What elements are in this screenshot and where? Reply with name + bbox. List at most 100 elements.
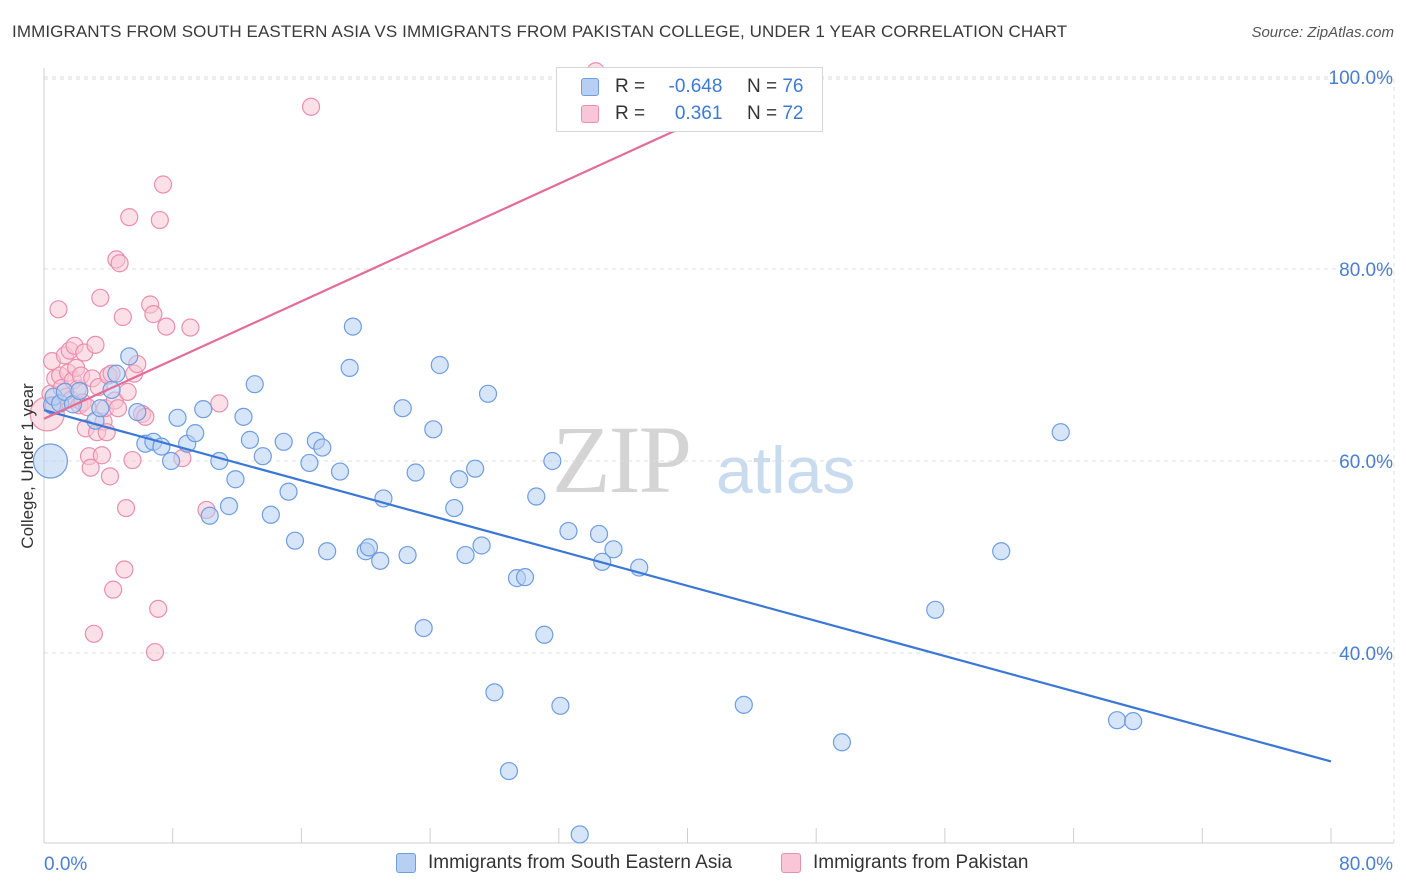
blue-point (589, 524, 609, 544)
blue-point (406, 463, 425, 482)
pink-point (120, 208, 139, 227)
pink-point (210, 394, 229, 413)
blue-point (91, 399, 110, 418)
pink-point (92, 446, 112, 465)
y-axis-label: College, Under 1 year (18, 383, 37, 549)
pink-point (181, 318, 200, 337)
blue-point (279, 482, 298, 501)
blue-point (393, 399, 412, 418)
legend-label-blue: Immigrants from South Eastern Asia (428, 852, 733, 873)
pink-point (113, 307, 132, 327)
trend-line-blue (43, 409, 1332, 763)
correlation-stats-box: R = -0.648 N = 76 R = 0.361 N = 72 (556, 67, 823, 132)
blue-point (32, 443, 69, 479)
blue-point (210, 451, 229, 471)
blue-point (485, 683, 504, 702)
y-tick-label: 60.0% (1339, 452, 1393, 473)
x-tick-label-end: 80.0% (1339, 854, 1393, 875)
pink-point (157, 317, 176, 336)
pink-point (144, 305, 163, 324)
blue-point (515, 568, 535, 587)
blue-point (234, 407, 253, 426)
r-value-blue: -0.648 (668, 76, 723, 97)
blue-swatch (581, 78, 599, 96)
blue-point (245, 375, 264, 394)
blue-point (261, 505, 280, 524)
blue-point (926, 600, 945, 619)
blue-point (343, 317, 362, 336)
pink-point (49, 300, 68, 319)
n-label: N = (746, 103, 778, 124)
pink-point (301, 97, 321, 116)
blue-point (398, 545, 417, 565)
blue-point (340, 358, 359, 377)
blue-point (240, 430, 260, 449)
blue-point (424, 420, 443, 439)
blue-point (226, 470, 245, 489)
blue-point (430, 355, 449, 375)
blue-point (535, 625, 554, 644)
blue-point (527, 487, 546, 506)
trend-lines (43, 121, 1332, 763)
trend-line-pink (43, 121, 695, 420)
stat-text-pink: R = 0.361 N = 72 (615, 103, 803, 125)
blue-point (449, 470, 469, 489)
blue-point (359, 538, 379, 557)
pink-point (123, 450, 142, 470)
pink-point (149, 599, 168, 618)
pink-swatch (581, 105, 599, 123)
legend-swatch-blue (396, 853, 416, 873)
blue-point (128, 402, 147, 422)
blue-point (285, 531, 305, 550)
pink-point (104, 580, 123, 599)
blue-point (300, 453, 319, 473)
blue-point (219, 497, 239, 516)
blue-point (543, 451, 562, 471)
blue-point (445, 498, 464, 518)
blue-point (832, 733, 852, 752)
blue-point (70, 381, 89, 401)
stat-text-blue: R = -0.648 N = 76 (615, 76, 803, 98)
axes (43, 68, 1394, 844)
pink-point (150, 210, 169, 230)
tick-labels: 40.0% 60.0% 80.0% 100.0% 0.0% 80.0% (44, 68, 1393, 875)
blue-point (313, 438, 332, 457)
pink-point (115, 560, 134, 579)
legend-swatch-pink (781, 853, 801, 873)
n-value-pink: 72 (782, 103, 804, 124)
pink-point (110, 254, 129, 273)
south-eastern-asia-points (32, 317, 1143, 844)
blue-point (1124, 712, 1143, 731)
grid-lines (44, 76, 1395, 843)
pink-point (86, 335, 105, 354)
chart-title: IMMIGRANTS FROM SOUTH EASTERN ASIA VS IM… (12, 22, 1068, 41)
r-label: R = (615, 103, 646, 124)
chart-source: Source: ZipAtlas.com (1251, 24, 1394, 41)
blue-point (161, 451, 181, 471)
watermark-atlas: atlas (716, 433, 856, 507)
blue-point (120, 347, 139, 366)
blue-point (1107, 711, 1127, 730)
blue-point (107, 364, 126, 383)
n-label: N = (746, 76, 778, 97)
blue-point (604, 540, 623, 559)
blue-point (168, 408, 187, 427)
pink-point (108, 399, 128, 418)
n-value-blue: 76 (782, 76, 804, 97)
blue-point (992, 542, 1011, 561)
pink-point (118, 382, 137, 401)
pink-point (91, 288, 110, 307)
y-tick-label: 80.0% (1339, 260, 1393, 281)
y-tick-label: 100.0% (1329, 68, 1394, 89)
watermark-zip: ZIP (552, 406, 692, 513)
blue-point (478, 384, 498, 403)
blue-point (371, 551, 390, 570)
pink-point (153, 175, 173, 194)
legend-label-pink: Immigrants from Pakistan (813, 852, 1029, 873)
blue-point (570, 825, 589, 844)
blue-point (499, 761, 519, 781)
blue-point (274, 432, 293, 451)
r-label: R = (615, 76, 646, 97)
legend: Immigrants from South Eastern Asia Immig… (0, 851, 1406, 877)
pink-point (116, 498, 136, 518)
